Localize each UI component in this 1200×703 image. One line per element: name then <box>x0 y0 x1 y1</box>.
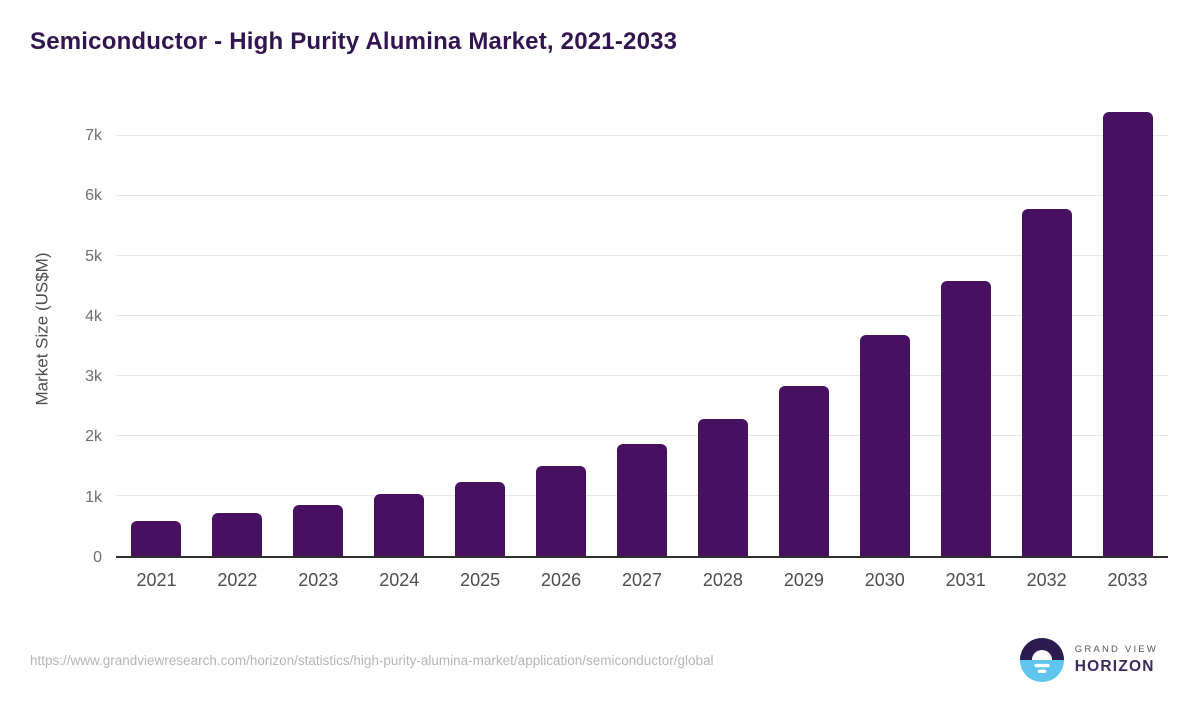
x-tick-label-2027: 2027 <box>621 569 663 590</box>
y-tick-label: 1k <box>85 488 102 506</box>
chart-card: { "header": { "title": "Semiconductor - … <box>0 28 1200 703</box>
bar-column-2024 <box>359 100 440 556</box>
bar-chart: Market Size (US$M) 0 1k 2k 3k 4k 5k 6k 7k 2021 2… <box>30 100 1168 602</box>
y-tick-label: 3k <box>85 368 102 386</box>
y-axis-title: Market Size (US$M) <box>33 252 52 406</box>
bar-2032[interactable] <box>1021 208 1072 556</box>
horizon-logo-icon <box>1019 637 1064 683</box>
x-tick-label-2033: 2033 <box>1107 569 1148 590</box>
y-tick-label: 5k <box>85 247 102 265</box>
bar-2021[interactable] <box>131 521 182 556</box>
x-tick-label-2030: 2030 <box>864 569 905 590</box>
bar-2031[interactable] <box>940 281 991 556</box>
bar-column-2030 <box>844 100 925 556</box>
bar-2029[interactable] <box>778 385 829 556</box>
y-axis-title-cell: Market Size (US$M) <box>30 100 56 558</box>
brand-logo-text: GRAND VIEW HORIZON <box>1075 644 1158 676</box>
gridline <box>116 135 1168 136</box>
x-tick-label-2028: 2028 <box>702 569 743 590</box>
bar-2028[interactable] <box>697 418 748 556</box>
bar-2027[interactable] <box>616 444 667 556</box>
brand-logo: GRAND VIEW HORIZON <box>1019 637 1158 683</box>
bar-2025[interactable] <box>455 481 506 556</box>
chart-title: Semiconductor - High Purity Alumina Mark… <box>30 28 678 55</box>
bar-2023[interactable] <box>293 505 344 556</box>
x-tick-label-2024: 2024 <box>379 569 420 590</box>
brand-name-bottom: HORIZON <box>1074 658 1155 675</box>
bar-column-2022 <box>197 100 278 556</box>
bar-column-2021 <box>116 100 197 556</box>
gridline <box>116 195 1168 196</box>
footer: https://www.grandviewresearch.com/horizo… <box>0 625 1200 703</box>
y-tick-label: 0 <box>93 549 102 566</box>
bar-2030[interactable] <box>859 334 910 556</box>
x-tick-label-2022: 2022 <box>217 569 258 590</box>
x-tick-label-2029: 2029 <box>783 569 824 590</box>
bar-column-2025 <box>440 100 521 556</box>
bar-2033[interactable] <box>1102 112 1153 556</box>
bar-column-2031 <box>925 100 1006 556</box>
bar-column-2023 <box>278 100 359 556</box>
x-tick-label-2023: 2023 <box>298 569 339 590</box>
gridline <box>116 435 1168 436</box>
y-tick-label: 6k <box>85 187 102 205</box>
y-axis-ticks: 0 1k 2k 3k 4k 5k 6k 7k <box>56 100 116 566</box>
bar-2022[interactable] <box>212 513 263 556</box>
y-tick-label: 7k <box>85 127 102 145</box>
x-tick-label-2026: 2026 <box>541 569 582 590</box>
gridline <box>116 375 1168 376</box>
bar-column-2027 <box>602 100 683 556</box>
source-url: https://www.grandviewresearch.com/horizo… <box>30 652 714 668</box>
bar-column-2032 <box>1006 100 1087 556</box>
x-tick-label-2025: 2025 <box>460 569 501 590</box>
bar-2026[interactable] <box>536 466 587 556</box>
plot-area <box>116 100 1168 558</box>
x-axis-labels: 2021 2022 2023 2024 2025 2026 2027 2028 2029 2030… <box>116 558 1168 602</box>
x-tick-label-2021: 2021 <box>136 569 177 590</box>
bar-column-2028 <box>682 100 763 556</box>
x-tick-label-2031: 2031 <box>945 569 986 590</box>
bar-column-2033 <box>1087 100 1168 556</box>
bar-column-2026 <box>521 100 602 556</box>
y-tick-label: 4k <box>85 307 102 325</box>
gridline <box>116 255 1168 256</box>
bars-row <box>116 100 1168 556</box>
brand-name-top: GRAND VIEW <box>1074 644 1158 655</box>
bar-2024[interactable] <box>374 494 425 556</box>
bar-column-2029 <box>763 100 844 556</box>
gridline <box>116 315 1168 316</box>
x-tick-label-2032: 2032 <box>1026 569 1067 590</box>
y-tick-label: 2k <box>85 428 102 446</box>
